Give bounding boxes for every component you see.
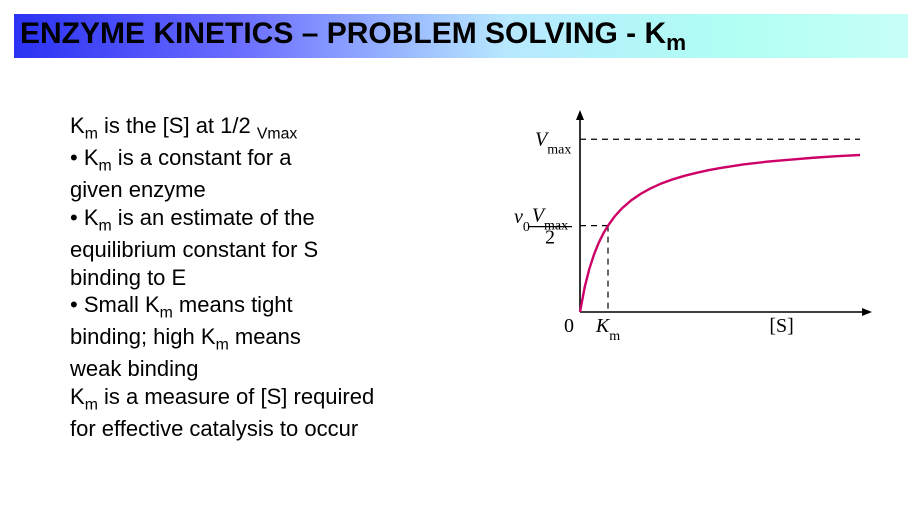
mm-chart-svg: Vmaxv0Vmax20Km[S] [480,110,880,350]
bullet-3a: • Small Km means tight [70,291,450,323]
bullet-2b: equilibrium constant for S [70,236,450,264]
slide: ENZYME KINETICS – PROBLEM SOLVING - Km K… [0,0,922,518]
body-text: Km is the [S] at 1/2 Vmax • Km is a cons… [70,112,450,443]
line-km-def: Km is the [S] at 1/2 Vmax [70,112,450,144]
svg-text:v0: v0 [514,206,530,235]
svg-text:[S]: [S] [769,315,793,337]
bullet-1b: given enzyme [70,176,450,204]
title-main: ENZYME KINETICS – PROBLEM SOLVING - K [20,17,666,50]
line-km-measure-a: Km is a measure of [S] required [70,383,450,415]
bullet-2a: • Km is an estimate of the [70,204,450,236]
title-text: ENZYME KINETICS – PROBLEM SOLVING - Km [20,17,686,56]
bullet-3c: weak binding [70,355,450,383]
bullet-1a: • Km is a constant for a [70,144,450,176]
svg-text:Km: Km [595,315,620,344]
bullet-3b: binding; high Km means [70,323,450,355]
svg-text:2: 2 [545,227,555,249]
line-km-measure-b: for effective catalysis to occur [70,415,450,443]
svg-text:0: 0 [564,315,574,337]
svg-text:Vmax: Vmax [535,128,571,157]
bullet-2c: binding to E [70,264,450,292]
plot-area: Vmaxv0Vmax20Km[S] [514,110,872,344]
mm-chart: Vmaxv0Vmax20Km[S] [480,110,880,350]
title-bar: ENZYME KINETICS – PROBLEM SOLVING - Km [14,14,908,58]
title-sub: m [666,30,686,55]
